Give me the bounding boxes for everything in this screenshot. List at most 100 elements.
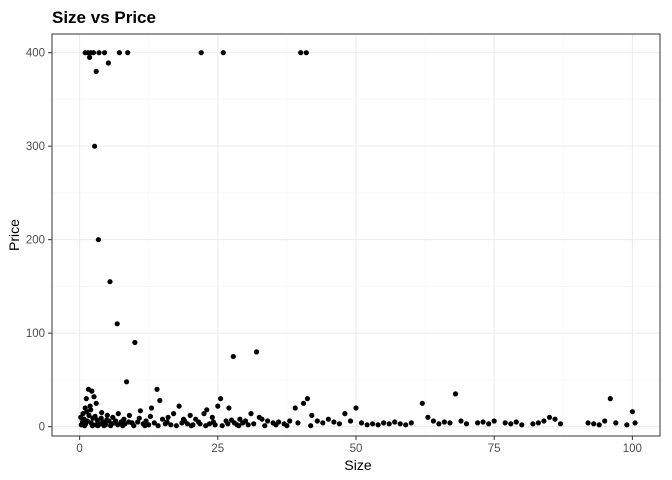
- data-point: [204, 407, 210, 413]
- x-tick-label: 100: [623, 443, 642, 455]
- data-point: [331, 419, 337, 425]
- data-point: [240, 420, 246, 426]
- data-point: [591, 421, 597, 427]
- data-point: [115, 411, 121, 417]
- data-point: [530, 421, 536, 427]
- data-point: [298, 50, 304, 56]
- data-point: [441, 419, 447, 425]
- data-point: [353, 405, 359, 411]
- x-tick-label: 0: [76, 443, 82, 455]
- data-point: [430, 418, 436, 424]
- data-point: [203, 423, 209, 429]
- data-point: [607, 396, 613, 402]
- data-point: [108, 423, 114, 429]
- data-point: [303, 50, 309, 56]
- data-point: [230, 353, 236, 360]
- data-point: [629, 409, 636, 415]
- y-tick-label: 0: [39, 422, 45, 434]
- data-point: [142, 423, 148, 429]
- data-point: [458, 418, 464, 424]
- data-point: [364, 422, 370, 428]
- data-point: [480, 419, 486, 425]
- x-tick-label: 50: [350, 443, 363, 455]
- x-axis-ticks: 0 25 50 75 100: [76, 436, 642, 455]
- data-point: [557, 421, 564, 427]
- data-point: [101, 50, 108, 56]
- data-point: [358, 420, 365, 426]
- data-point: [425, 414, 431, 420]
- data-point: [126, 419, 132, 425]
- data-point: [114, 321, 120, 327]
- data-point: [98, 415, 104, 421]
- data-point: [436, 421, 442, 427]
- data-point: [491, 418, 497, 424]
- data-point: [300, 400, 307, 406]
- data-point: [107, 279, 113, 285]
- data-point: [154, 386, 160, 392]
- data-point: [104, 417, 110, 423]
- data-point: [155, 423, 161, 429]
- data-point: [120, 423, 126, 429]
- data-point: [110, 414, 116, 420]
- data-point: [165, 414, 171, 420]
- data-point: [198, 50, 204, 56]
- data-point: [486, 421, 492, 427]
- data-point: [95, 423, 101, 429]
- data-point: [164, 419, 170, 425]
- data-point: [370, 421, 376, 427]
- data-point: [342, 411, 348, 417]
- y-tick-label: 300: [26, 141, 45, 153]
- data-point: [287, 418, 293, 424]
- data-point: [624, 422, 630, 428]
- data-point: [176, 403, 182, 409]
- data-point: [171, 411, 177, 417]
- data-point: [308, 423, 314, 429]
- data-point: [201, 411, 207, 417]
- x-tick-label: 75: [488, 443, 501, 455]
- data-point: [502, 420, 508, 426]
- data-point: [392, 419, 398, 425]
- data-point: [229, 417, 235, 423]
- data-point: [180, 416, 187, 422]
- data-points: [78, 50, 638, 429]
- data-point: [309, 412, 315, 418]
- data-point: [419, 400, 425, 406]
- data-point: [131, 423, 137, 429]
- data-point: [273, 422, 279, 428]
- data-point: [452, 391, 459, 397]
- data-point: [375, 422, 381, 428]
- data-point: [513, 419, 519, 425]
- data-point: [236, 423, 242, 429]
- data-point: [132, 339, 138, 346]
- data-point: [159, 416, 166, 422]
- data-point: [508, 421, 514, 427]
- data-point: [197, 421, 203, 427]
- data-point: [245, 422, 251, 428]
- data-point: [475, 420, 481, 426]
- data-point: [292, 405, 298, 411]
- data-point: [295, 420, 301, 426]
- data-point: [92, 143, 98, 149]
- y-tick-label: 200: [26, 235, 45, 247]
- data-point: [336, 421, 342, 427]
- data-point: [147, 413, 153, 419]
- data-point: [148, 405, 155, 411]
- data-point: [386, 421, 392, 427]
- data-point: [82, 423, 88, 429]
- data-point: [220, 50, 226, 56]
- data-point: [113, 418, 119, 424]
- data-point: [248, 411, 254, 417]
- data-point: [218, 396, 224, 402]
- data-point: [84, 409, 90, 415]
- data-point: [265, 418, 271, 424]
- y-axis-ticks: 0 100 200 300 400: [26, 48, 52, 434]
- data-point: [347, 418, 354, 424]
- data-point: [552, 416, 558, 422]
- data-point: [519, 422, 525, 428]
- data-point: [104, 412, 110, 418]
- data-point: [215, 403, 221, 409]
- data-point: [251, 421, 257, 427]
- data-point: [381, 420, 387, 426]
- data-point: [157, 397, 163, 404]
- data-point: [136, 415, 142, 421]
